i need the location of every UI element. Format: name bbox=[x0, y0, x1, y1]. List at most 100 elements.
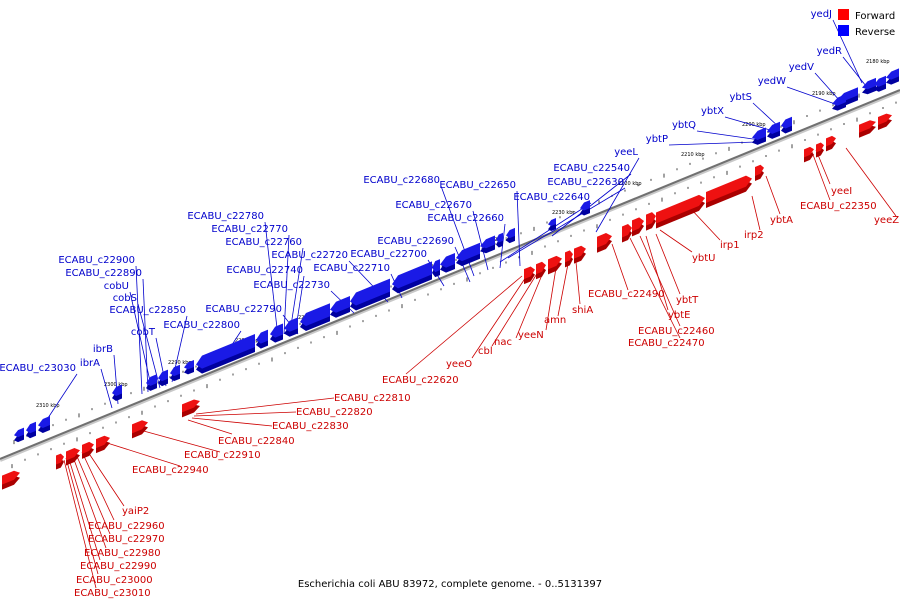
reverse-gene[interactable] bbox=[874, 75, 886, 92]
gene-face bbox=[548, 255, 562, 270]
leader-line bbox=[765, 175, 781, 215]
forward-gene[interactable] bbox=[597, 233, 612, 253]
genome-backbone bbox=[0, 89, 900, 460]
reverse-gene-label: ECABU_c22900 bbox=[58, 255, 135, 266]
reverse-gene[interactable] bbox=[196, 333, 255, 374]
reverse-gene[interactable] bbox=[506, 227, 515, 244]
reverse-gene[interactable] bbox=[38, 416, 50, 433]
reverse-gene[interactable] bbox=[767, 121, 780, 139]
gene-face bbox=[565, 250, 573, 263]
reverse-gene-label: ECABU_c22690 bbox=[377, 236, 454, 247]
reverse-gene[interactable] bbox=[862, 77, 876, 95]
reverse-gene[interactable] bbox=[548, 218, 556, 232]
forward-gene-label: amn bbox=[544, 315, 566, 326]
leader-line bbox=[557, 263, 569, 317]
forward-gene[interactable] bbox=[646, 212, 656, 231]
gene-face bbox=[622, 224, 632, 238]
gene-face bbox=[184, 359, 194, 370]
reverse-gene[interactable] bbox=[300, 303, 330, 332]
forward-gene[interactable] bbox=[574, 245, 586, 264]
forward-gene-label: irp2 bbox=[744, 230, 764, 241]
gene-face bbox=[38, 416, 50, 428]
forward-gene[interactable] bbox=[132, 420, 148, 439]
reverse-gene[interactable] bbox=[158, 369, 168, 387]
reverse-gene[interactable] bbox=[112, 384, 122, 401]
reverse-gene[interactable] bbox=[432, 259, 440, 278]
reverse-gene[interactable] bbox=[26, 421, 36, 439]
gene-face bbox=[656, 194, 705, 224]
reverse-gene[interactable] bbox=[456, 242, 480, 267]
reverse-gene-label: ECABU_c22640 bbox=[513, 192, 590, 203]
leader-line bbox=[724, 116, 771, 131]
forward-gene[interactable] bbox=[96, 435, 110, 454]
gene-face bbox=[752, 127, 766, 140]
forward-gene[interactable] bbox=[622, 224, 632, 243]
leader-line bbox=[142, 278, 149, 393]
forward-gene[interactable] bbox=[66, 447, 80, 466]
forward-gene-label: ECABU_c22970 bbox=[88, 534, 165, 545]
forward-gene[interactable] bbox=[656, 194, 705, 229]
reverse-gene-label: ECABU_c22800 bbox=[163, 320, 240, 331]
forward-gene[interactable] bbox=[2, 470, 20, 490]
reverse-gene[interactable] bbox=[350, 278, 390, 311]
leader-line bbox=[696, 130, 761, 141]
forward-gene[interactable] bbox=[565, 250, 573, 268]
reverse-gene[interactable] bbox=[752, 127, 766, 145]
reverse-gene[interactable] bbox=[284, 317, 298, 337]
leader-line bbox=[43, 373, 78, 425]
reverse-gene[interactable] bbox=[496, 232, 503, 248]
reverse-gene[interactable] bbox=[392, 261, 432, 294]
forward-gene-label: ybtT bbox=[676, 295, 699, 306]
reverse-gene[interactable] bbox=[832, 94, 846, 111]
reverse-gene-label: ECABU_c22710 bbox=[313, 263, 390, 274]
forward-gene[interactable] bbox=[548, 255, 562, 275]
forward-gene[interactable] bbox=[859, 120, 876, 138]
reverse-gene[interactable] bbox=[146, 374, 157, 391]
gene-face bbox=[580, 200, 590, 211]
forward-gene[interactable] bbox=[56, 453, 64, 470]
reverse-gene-label: yedJ bbox=[811, 9, 832, 20]
reverse-gene[interactable] bbox=[580, 200, 590, 216]
forward-gene[interactable] bbox=[82, 441, 94, 459]
forward-gene[interactable] bbox=[878, 113, 892, 131]
gene-face bbox=[196, 333, 255, 369]
leader-line bbox=[405, 275, 523, 375]
reverse-gene[interactable] bbox=[14, 427, 24, 443]
reverse-gene[interactable] bbox=[270, 323, 283, 343]
reverse-gene[interactable] bbox=[781, 116, 792, 134]
forward-gene[interactable] bbox=[536, 261, 546, 280]
scale-tick-label: 2210 kbp bbox=[681, 152, 705, 158]
forward-gene-label: ECABU_c22940 bbox=[132, 465, 209, 476]
forward-gene-label: ECABU_c22460 bbox=[638, 326, 715, 337]
reverse-gene[interactable] bbox=[886, 68, 899, 85]
forward-gene[interactable] bbox=[816, 142, 824, 158]
gene-face bbox=[832, 94, 846, 106]
reverse-gene-label: ECABU_c22540 bbox=[553, 163, 630, 174]
reverse-gene-label: ECABU_c23030 bbox=[0, 363, 76, 374]
forward-gene[interactable] bbox=[804, 146, 814, 163]
reverse-gene[interactable] bbox=[330, 296, 350, 318]
gene-face bbox=[440, 252, 455, 268]
forward-gene[interactable] bbox=[706, 175, 752, 209]
forward-gene-label: ECABU_c22470 bbox=[628, 338, 705, 349]
forward-gene-label: ECABU_c22820 bbox=[296, 407, 373, 418]
scale-tick-label: 2310 kbp bbox=[36, 403, 60, 409]
reverse-gene-label: ybtP bbox=[646, 134, 668, 145]
gene-face bbox=[781, 116, 792, 129]
reverse-gene-label: ECABU_c22630 bbox=[547, 177, 624, 188]
legend-forward-label: Forward bbox=[855, 11, 895, 22]
forward-gene[interactable] bbox=[632, 217, 644, 237]
forward-gene[interactable] bbox=[524, 266, 535, 285]
reverse-gene[interactable] bbox=[440, 252, 455, 273]
gene-face bbox=[284, 317, 298, 332]
forward-gene[interactable] bbox=[182, 399, 200, 418]
gene-face bbox=[432, 259, 440, 273]
forward-gene[interactable] bbox=[755, 164, 764, 181]
reverse-gene[interactable] bbox=[184, 359, 194, 375]
reverse-gene[interactable] bbox=[480, 235, 495, 254]
reverse-gene[interactable] bbox=[170, 364, 180, 382]
leader-line bbox=[129, 291, 153, 391]
leader-line bbox=[845, 147, 897, 217]
reverse-gene[interactable] bbox=[256, 329, 268, 349]
forward-gene[interactable] bbox=[826, 135, 836, 152]
